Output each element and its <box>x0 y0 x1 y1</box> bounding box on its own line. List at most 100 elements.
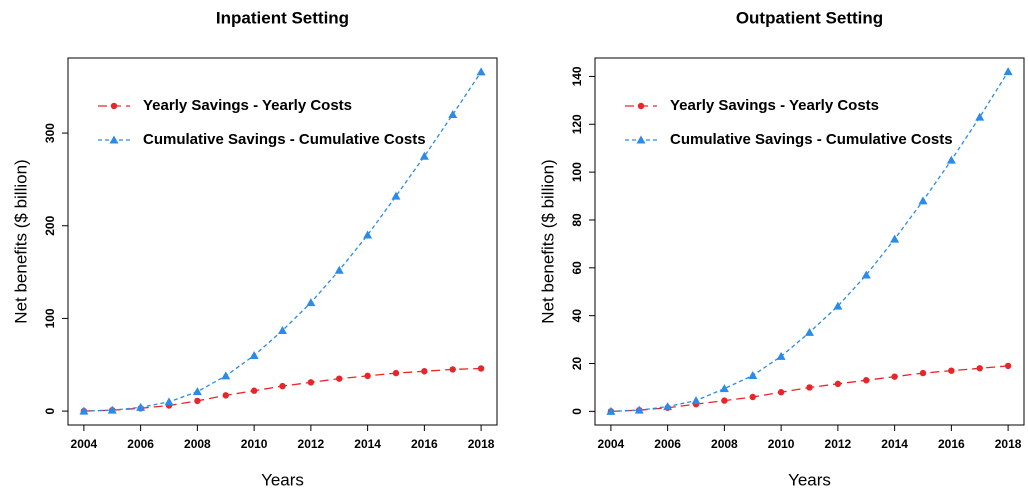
circle-marker <box>307 379 315 386</box>
y-tick-label: 40 <box>570 309 584 323</box>
circle-marker <box>976 365 983 372</box>
series-line <box>83 367 482 412</box>
series-line <box>610 71 1009 413</box>
x-tick-label: 2008 <box>184 437 211 451</box>
x-tick-label: 2010 <box>768 437 795 451</box>
circle-marker <box>1004 362 1012 370</box>
circle-marker <box>637 102 645 110</box>
triangle-marker <box>634 405 644 414</box>
x-tick-label: 2018 <box>995 437 1022 451</box>
triangle-marker <box>975 112 985 121</box>
x-tick-label: 2016 <box>411 437 438 451</box>
y-tick-label: 300 <box>43 123 57 143</box>
x-tick-label: 2010 <box>241 437 268 451</box>
circle-marker <box>749 393 756 401</box>
circle-marker <box>721 397 728 404</box>
triangle-marker <box>805 327 814 336</box>
plot-box <box>67 57 498 426</box>
triangle-marker <box>192 387 202 396</box>
circle-marker <box>891 373 898 380</box>
y-axis-label: Net benefits ($ billion) <box>538 159 557 323</box>
y-tick-label: 80 <box>570 213 584 227</box>
triangle-marker <box>107 405 117 414</box>
x-tick-label: 2004 <box>598 437 625 451</box>
triangle-marker <box>334 265 344 274</box>
circle-marker <box>421 368 428 375</box>
triangle-marker <box>363 230 373 239</box>
plot-box <box>594 57 1025 426</box>
circle-marker <box>250 387 258 394</box>
circle-marker <box>806 384 813 391</box>
chart-title: Outpatient Setting <box>736 8 883 27</box>
triangle-marker <box>918 196 928 205</box>
y-tick-label: 100 <box>570 162 584 182</box>
triangle-marker <box>663 402 673 411</box>
triangle-marker <box>861 270 871 279</box>
circle-marker <box>449 366 456 373</box>
y-axis-label: Net benefits ($ billion) <box>11 159 30 323</box>
x-tick-label: 2018 <box>468 437 495 451</box>
triangle-marker <box>164 397 174 406</box>
circle-marker <box>110 102 118 110</box>
triangle-marker <box>691 396 701 405</box>
triangle-marker <box>221 371 231 380</box>
y-tick-label: 100 <box>43 308 57 328</box>
circle-marker <box>392 369 400 377</box>
y-tick-label: 120 <box>570 114 584 134</box>
x-tick-label: 2006 <box>654 437 681 451</box>
triangle-marker <box>776 351 786 360</box>
y-tick-label: 0 <box>43 407 57 414</box>
triangle-marker <box>109 135 119 144</box>
series-line <box>83 71 482 412</box>
triangle-marker <box>606 406 616 415</box>
legend-label: Cumulative Savings - Cumulative Costs <box>143 131 426 148</box>
circle-marker <box>919 369 927 377</box>
legend-label: Cumulative Savings - Cumulative Costs <box>670 131 953 148</box>
circle-marker <box>863 377 870 384</box>
x-axis-label: Years <box>788 470 831 489</box>
triangle-marker <box>833 301 843 310</box>
triangle-marker <box>79 406 89 415</box>
x-tick-label: 2016 <box>938 437 965 451</box>
x-tick-label: 2006 <box>127 437 154 451</box>
circle-marker <box>336 375 343 382</box>
chart-title: Inpatient Setting <box>216 8 349 27</box>
circle-marker <box>222 392 229 399</box>
circle-marker <box>477 365 485 372</box>
x-tick-label: 2014 <box>354 437 381 451</box>
triangle-marker <box>890 234 900 243</box>
x-tick-label: 2012 <box>298 437 325 451</box>
triangle-marker <box>946 155 956 164</box>
triangle-marker <box>719 384 729 393</box>
x-tick-label: 2014 <box>881 437 908 451</box>
y-tick-label: 200 <box>43 215 57 235</box>
legend-label: Yearly Savings - Yearly Costs <box>670 97 879 114</box>
triangle-marker <box>636 135 646 144</box>
circle-marker <box>834 380 842 388</box>
legend-label: Yearly Savings - Yearly Costs <box>143 97 352 114</box>
x-tick-label: 2004 <box>71 437 98 451</box>
x-tick-label: 2012 <box>825 437 852 451</box>
circle-marker <box>777 389 785 396</box>
triangle-marker <box>249 350 259 359</box>
circle-marker <box>364 372 371 380</box>
y-tick-label: 140 <box>570 66 584 86</box>
x-axis-label: Years <box>261 470 304 489</box>
triangle-marker <box>306 298 316 307</box>
triangle-marker <box>391 191 401 200</box>
circle-marker <box>194 397 201 405</box>
triangle-marker <box>1003 67 1013 76</box>
y-tick-label: 60 <box>570 261 584 275</box>
circle-marker <box>948 367 955 374</box>
triangle-marker <box>448 110 458 119</box>
triangle-marker <box>476 67 486 76</box>
y-tick-label: 20 <box>570 357 584 371</box>
x-tick-label: 2008 <box>711 437 738 451</box>
triangle-marker <box>419 151 429 160</box>
triangle-marker <box>136 402 146 411</box>
triangle-marker <box>748 370 758 379</box>
triangle-marker <box>278 325 287 334</box>
circle-marker <box>279 382 286 390</box>
y-tick-label: 0 <box>570 408 584 415</box>
